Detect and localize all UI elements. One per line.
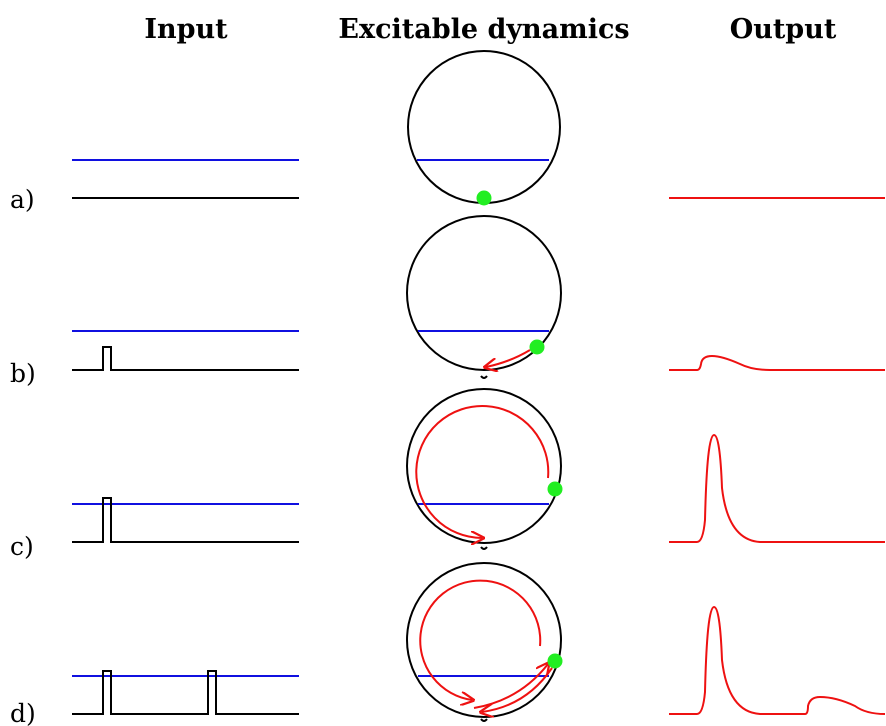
phase-circle [407,50,561,204]
phase-circle [406,562,562,718]
state-dot [476,190,492,206]
row-c [72,388,885,550]
trajectory-arrow [415,405,550,538]
output-signal [669,605,886,715]
input-signal [72,346,299,371]
rest-marker [480,375,488,379]
header-input: Input [144,14,228,45]
state-dot [547,481,563,497]
row-b [72,215,885,379]
row-d [72,562,886,722]
state-dot [529,339,545,355]
input-signal [72,497,299,543]
phase-circle [406,388,562,544]
input-signal [72,670,299,715]
output-signal [669,354,885,371]
row-a [72,50,885,206]
return-arrow-outer [482,667,553,712]
row-label-b: b) [10,359,36,388]
trajectory-arrow [486,349,531,367]
header-dynamics: Excitable dynamics [338,14,629,45]
state-dot [547,653,563,669]
output-signal [669,433,885,543]
row-label-d: d) [10,699,36,726]
row-label-c: c) [10,532,34,561]
header-output: Output [730,14,837,45]
rest-marker [480,718,488,722]
trajectory-arrow [419,579,542,700]
row-label-a: a) [10,185,35,214]
rest-marker [480,546,488,550]
